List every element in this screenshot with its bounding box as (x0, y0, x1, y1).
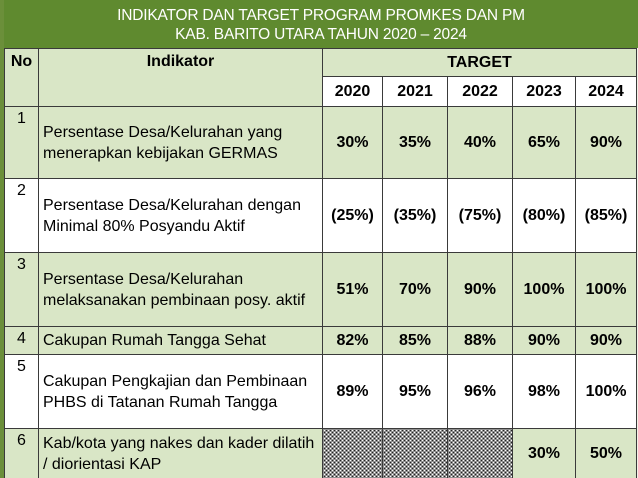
row-value: 98% (512, 354, 576, 429)
header-target: TARGET (321, 48, 638, 77)
row-value: 96% (447, 354, 513, 429)
row-value: 90% (447, 252, 513, 327)
row-value: 82% (322, 326, 383, 355)
row-value: 90% (574, 106, 638, 179)
row-value: 70% (382, 252, 448, 327)
year-2020: 2020 (322, 76, 383, 107)
row-value: 100% (574, 354, 638, 429)
row-indikator: Cakupan Rumah Tangga Sehat (38, 326, 323, 355)
row-value: (80%) (512, 178, 576, 253)
row-number: 6 (4, 428, 39, 478)
year-2022: 2022 (447, 76, 513, 107)
row-value: 100% (574, 252, 638, 327)
year-2023: 2023 (512, 76, 576, 107)
year-2024: 2024 (574, 76, 638, 107)
row-number: 4 (4, 326, 39, 355)
table-row: 5 Cakupan Pengkajian dan Pembinaan PHBS … (4, 354, 638, 429)
table-row: 1 Persentase Desa/Kelurahan yang menerap… (4, 106, 638, 179)
row-value: 89% (322, 354, 383, 429)
row-value: 95% (382, 354, 448, 429)
table-row: 6 Kab/kota yang nakes dan kader dilatih … (4, 428, 638, 478)
row-value: 88% (447, 326, 513, 355)
row-value: 40% (447, 106, 513, 179)
table-row: 2 Persentase Desa/Kelurahan dengan Minim… (4, 178, 638, 253)
row-indikator: Persentase Desa/Kelurahan melaksanakan p… (38, 252, 323, 327)
row-value: 51% (322, 252, 383, 327)
hatched-empty-cell (322, 428, 383, 478)
header-row: No Indikator TARGET (4, 48, 638, 107)
slide-title: INDIKATOR DAN TARGET PROGRAM PROMKES DAN… (4, 0, 638, 48)
row-value: (75%) (447, 178, 513, 253)
row-value: (85%) (574, 178, 638, 253)
table-row: 3 Persentase Desa/Kelurahan melaksanakan… (4, 252, 638, 327)
row-value: 90% (512, 326, 576, 355)
header-indikator: Indikator (38, 48, 323, 107)
row-number: 2 (4, 178, 39, 253)
year-row: 2020 2021 2022 2023 2024 (5, 76, 638, 107)
title-line-1: INDIKATOR DAN TARGET PROGRAM PROMKES DAN… (117, 7, 525, 24)
row-value: 35% (382, 106, 448, 179)
row-value: (35%) (382, 178, 448, 253)
row-indikator: Cakupan Pengkajian dan Pembinaan PHBS di… (38, 354, 323, 429)
row-indikator: Persentase Desa/Kelurahan dengan Minimal… (38, 178, 323, 253)
row-number: 5 (4, 354, 39, 429)
row-indikator: Kab/kota yang nakes dan kader dilatih / … (38, 428, 323, 478)
row-value: 85% (382, 326, 448, 355)
title-line-2: KAB. BARITO UTARA TAHUN 2020 – 2024 (175, 26, 467, 43)
row-value: 30% (322, 106, 383, 179)
left-accent-strip (0, 0, 4, 478)
row-value: 30% (512, 428, 576, 478)
row-value: 100% (512, 252, 576, 327)
row-number: 3 (4, 252, 39, 327)
table-row: 4 Cakupan Rumah Tangga Sehat 82% 85% 88%… (4, 326, 638, 355)
row-value: 50% (574, 428, 638, 478)
hatched-empty-cell (447, 428, 513, 478)
row-value: (25%) (322, 178, 383, 253)
row-number: 1 (4, 106, 39, 179)
header-no: No (4, 48, 39, 107)
year-2021: 2021 (382, 76, 448, 107)
row-value: 90% (574, 326, 638, 355)
indicator-target-table: No Indikator TARGET 2020 2021 2022 2023 … (4, 48, 638, 478)
row-value: 65% (512, 106, 576, 179)
row-indikator: Persentase Desa/Kelurahan yang menerapka… (38, 106, 323, 179)
hatched-empty-cell (382, 428, 448, 478)
